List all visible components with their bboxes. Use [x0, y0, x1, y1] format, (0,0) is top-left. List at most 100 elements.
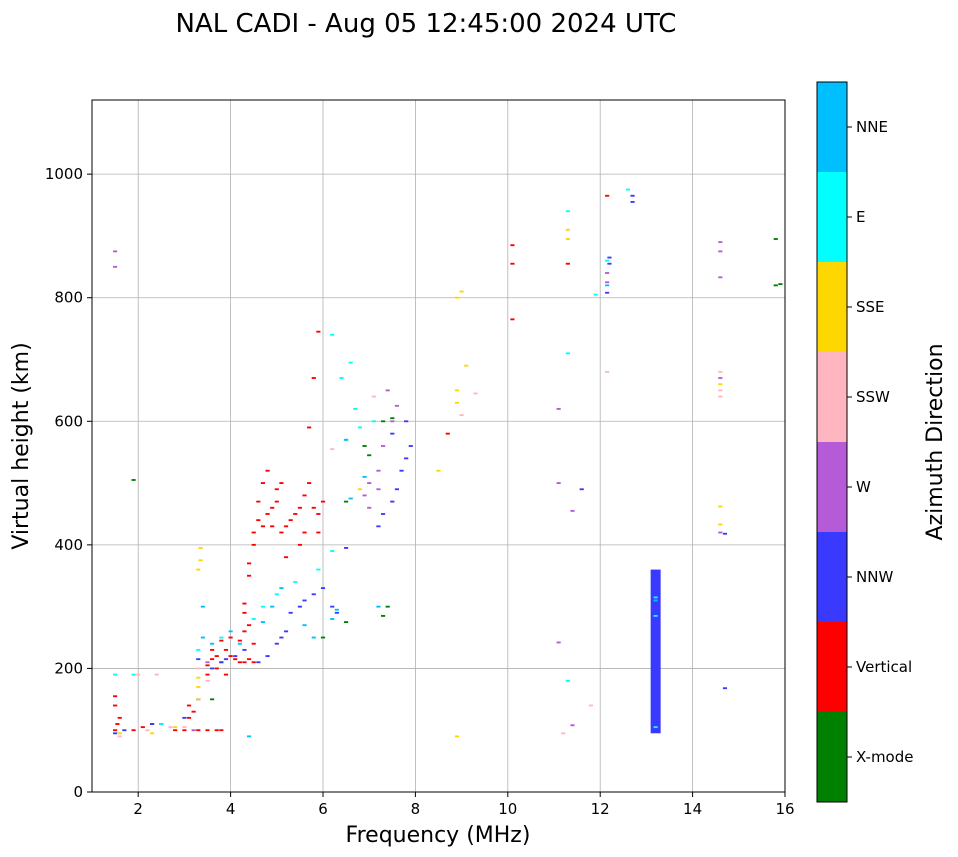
data-point-e	[565, 352, 570, 355]
data-point-sse	[718, 523, 723, 526]
data-point-vertical	[256, 519, 261, 522]
data-point-vertical	[302, 531, 307, 534]
y-tick-label: 200	[54, 659, 83, 677]
data-point-nnw	[344, 547, 349, 549]
data-point-ssw	[473, 392, 478, 395]
data-point-nnw	[288, 611, 293, 614]
data-point-ssw	[718, 370, 723, 373]
data-point-nne	[362, 475, 367, 478]
data-point-ssw	[196, 667, 201, 670]
data-point-vertical	[219, 639, 224, 642]
data-point-vertical	[247, 574, 252, 577]
colorbar-tick-label: SSW	[856, 388, 890, 406]
data-point-w	[376, 488, 381, 491]
data-point-w	[718, 276, 723, 279]
data-point-x-mode	[131, 479, 136, 481]
data-point-vertical	[196, 729, 201, 732]
data-point-nne	[348, 497, 353, 500]
data-point-x-mode	[380, 614, 386, 617]
data-point-nnw	[605, 291, 610, 294]
data-point-w	[556, 641, 561, 644]
data-point-w	[570, 724, 575, 727]
data-point-w	[394, 404, 399, 407]
data-point-vertical	[223, 648, 229, 651]
data-point-vertical	[233, 658, 238, 661]
data-point-e	[625, 188, 630, 191]
data-point-vertical	[297, 506, 302, 509]
data-point-x-mode	[380, 420, 386, 423]
colorbar-segment	[817, 82, 847, 172]
x-tick-label: 14	[683, 800, 702, 818]
colorbar-segment	[817, 172, 847, 262]
data-point-w	[718, 241, 723, 244]
data-point-e	[316, 568, 321, 571]
data-point-vertical	[320, 500, 326, 503]
colorbar-tick-label: SSE	[856, 298, 885, 316]
data-point-sse	[436, 469, 441, 472]
data-point-nne	[247, 735, 252, 738]
data-point-nne	[653, 599, 658, 602]
data-marks	[113, 188, 783, 738]
data-point-vertical	[260, 482, 266, 484]
data-point-ssw	[182, 726, 187, 729]
data-point-nne	[605, 284, 610, 287]
data-point-ssw	[330, 448, 335, 451]
data-point-nne	[344, 438, 349, 441]
data-point-nnw	[334, 611, 339, 614]
data-point-nne	[302, 624, 307, 627]
data-point-e	[330, 333, 335, 336]
data-point-x-mode	[344, 621, 349, 624]
data-point-nne	[311, 636, 316, 639]
data-point-nnw	[607, 262, 612, 265]
data-point-sse	[454, 401, 460, 404]
data-point-nnw	[320, 587, 326, 590]
data-point-vertical	[214, 655, 219, 657]
x-tick-label: 10	[498, 800, 517, 818]
plot-frame	[91, 99, 786, 793]
data-point-nnw	[279, 636, 284, 639]
data-point-vertical	[237, 639, 242, 642]
y-axis-ticks: 0 200 400 600 800 1000	[45, 165, 92, 801]
data-point-ssw	[145, 729, 150, 732]
data-point-w	[385, 389, 390, 392]
data-point-sse	[357, 488, 363, 491]
data-point-nnw	[274, 642, 279, 645]
data-point-nnw	[607, 256, 612, 259]
data-point-sse	[718, 505, 723, 508]
data-point-vertical	[265, 513, 270, 515]
data-point-w	[113, 250, 118, 253]
data-point-vertical	[214, 729, 219, 732]
data-point-nnw	[182, 716, 187, 719]
data-point-vertical	[279, 482, 284, 484]
data-point-nnw	[394, 488, 399, 491]
data-point-nnw	[390, 432, 395, 435]
data-point-sse	[198, 559, 203, 562]
data-point-nnw	[630, 194, 635, 197]
data-point-e	[219, 636, 224, 639]
data-point-vertical	[191, 710, 196, 713]
colorbar-segment	[817, 442, 847, 532]
data-point-w	[570, 509, 575, 512]
data-point-vertical	[205, 729, 210, 732]
data-point-e	[371, 420, 376, 423]
data-point-nne	[376, 605, 381, 608]
data-point-w	[556, 408, 561, 410]
x-tick-label: 6	[318, 800, 328, 818]
data-point-w	[718, 250, 723, 253]
data-point-x-mode	[773, 284, 778, 287]
data-point-e	[251, 618, 256, 620]
data-point-nnw	[399, 469, 404, 472]
data-point-vertical	[140, 726, 145, 729]
data-point-vertical	[274, 488, 279, 491]
data-point-x-mode	[367, 454, 372, 457]
data-point-nnw	[297, 605, 302, 608]
data-point-nnw	[196, 658, 201, 661]
data-point-nne	[330, 618, 335, 620]
data-point-e	[293, 581, 298, 583]
data-point-vertical	[228, 636, 233, 639]
data-point-nnw	[653, 574, 658, 577]
data-point-ssw	[205, 679, 210, 682]
data-point-sse	[173, 726, 178, 729]
data-point-nnw	[219, 661, 224, 664]
colorbar-segment	[817, 712, 847, 802]
